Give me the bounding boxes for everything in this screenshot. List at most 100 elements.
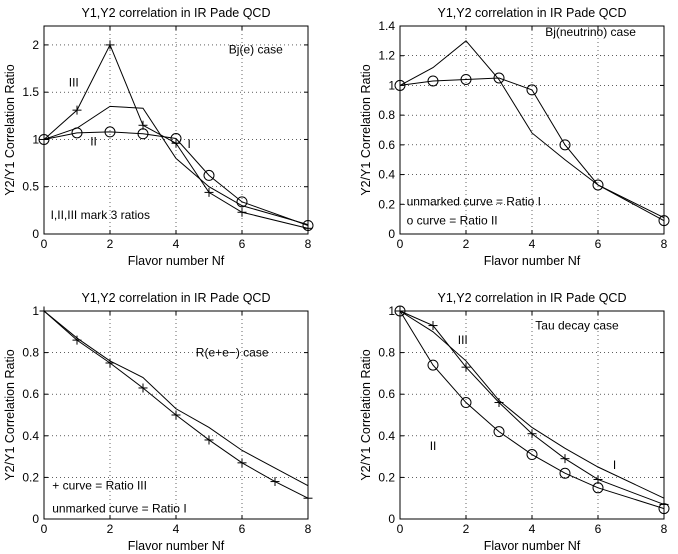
data-point-circle (203, 169, 215, 181)
annotation-label: R(e+e−) case (196, 346, 269, 360)
x-tick-label: 0 (397, 237, 404, 251)
y-tick-label: 0.5 (22, 180, 39, 194)
x-tick-label: 2 (463, 522, 470, 536)
chart-title: Y1,Y2 correlation in IR Pade QCD (82, 291, 271, 305)
series-line-ratio-ii (43, 131, 309, 226)
annotation-label: Bj(neutrino) case (545, 25, 636, 39)
data-point-circle (71, 127, 83, 139)
y-tick-label: 1.5 (22, 85, 39, 99)
series-line-ratio-i (399, 40, 665, 219)
data-point-plus (105, 40, 115, 50)
chart-title: Y1,Y2 correlation in IR Pade QCD (82, 6, 271, 20)
annotation-label: I (613, 458, 616, 472)
data-point-plus (593, 474, 603, 484)
x-tick-label: 2 (107, 522, 114, 536)
annotation-label: + curve = Ratio III (52, 479, 147, 493)
y-tick-label: 0.2 (22, 470, 39, 484)
y-tick-label: 0.4 (378, 168, 395, 182)
series-line-ratio-ii (399, 77, 665, 222)
x-tick-label: 0 (397, 522, 404, 536)
y-tick-label: 1 (32, 132, 39, 146)
data-point-plus (494, 398, 504, 408)
data-point-plus (270, 477, 280, 487)
y-tick-label: 0 (388, 227, 395, 241)
annotation-label: Bj(e) case (229, 43, 283, 57)
x-tick-label: 6 (239, 522, 246, 536)
x-tick-label: 6 (595, 522, 602, 536)
y-axis-label: Y2/Y1 Correlation Ratio (359, 64, 373, 195)
x-axis-label: Flavor number Nf (128, 254, 225, 268)
x-tick-label: 8 (305, 237, 312, 251)
series-line-ratio-ii (399, 310, 665, 510)
data-point-plus (237, 207, 247, 217)
data-point-plus (105, 358, 115, 368)
annotation-label: III (458, 333, 468, 347)
x-tick-label: 4 (173, 237, 180, 251)
y-axis-label: Y2/Y1 Correlation Ratio (359, 349, 373, 480)
x-tick-label: 2 (107, 237, 114, 251)
data-point-plus (204, 187, 214, 197)
y-tick-label: 1 (388, 78, 395, 92)
data-point-circle (427, 75, 439, 87)
x-tick-label: 8 (661, 237, 668, 251)
x-tick-label: 4 (173, 522, 180, 536)
series-line-ratio-i (43, 310, 309, 487)
x-tick-label: 0 (41, 522, 48, 536)
y-tick-label: 1 (388, 304, 395, 318)
annotation-label: III (69, 76, 79, 90)
data-point-plus (138, 120, 148, 130)
data-point-circle (592, 179, 604, 191)
x-tick-label: 2 (463, 237, 470, 251)
y-tick-label: 1.4 (378, 19, 395, 33)
chart-title: Y1,Y2 correlation in IR Pade QCD (438, 291, 627, 305)
y-tick-label: 1 (32, 304, 39, 318)
annotation-label: I,II,III mark 3 ratios (51, 208, 150, 222)
data-point-plus (171, 410, 181, 420)
x-axis-label: Flavor number Nf (128, 539, 225, 553)
y-tick-label: 0.8 (22, 346, 39, 360)
data-point-circle (559, 139, 571, 151)
x-tick-label: 0 (41, 237, 48, 251)
x-tick-label: 4 (529, 237, 536, 251)
data-point-plus (138, 383, 148, 393)
y-tick-label: 2 (32, 38, 39, 52)
annotation-label: I (188, 137, 191, 151)
plot-area-frame (43, 25, 309, 235)
data-point-circle (104, 126, 116, 138)
data-point-plus (72, 335, 82, 345)
data-point-circle (526, 84, 538, 96)
x-axis-label: Flavor number Nf (484, 254, 581, 268)
y-tick-label: 0.2 (378, 470, 395, 484)
data-point-plus (237, 458, 247, 468)
annotation-label: o curve = Ratio II (407, 214, 498, 228)
data-point-plus (171, 138, 181, 148)
y-tick-label: 0.2 (378, 197, 395, 211)
plot-area-frame (399, 25, 665, 235)
chart-panel-3: 0 2 4 6 8 0 0.2 0.4 0.6 0.8 1 R(e+e−) case + curve =… (3, 291, 313, 553)
y-tick-label: 0.6 (378, 138, 395, 152)
x-tick-label: 4 (529, 522, 536, 536)
y-tick-label: 0.4 (378, 429, 395, 443)
x-tick-label: 6 (239, 237, 246, 251)
x-axis-label: Flavor number Nf (484, 539, 581, 553)
data-point-circle (460, 73, 472, 85)
y-tick-label: 0 (32, 227, 39, 241)
y-tick-label: 1.2 (378, 49, 395, 63)
chart-title: Y1,Y2 correlation in IR Pade QCD (438, 6, 627, 20)
y-tick-label: 0 (32, 512, 39, 526)
data-point-circle (493, 72, 505, 84)
y-tick-label: 0.4 (22, 429, 39, 443)
annotation-label: Tau decay case (535, 319, 619, 333)
data-point-circle (236, 196, 248, 208)
y-tick-label: 0.6 (22, 387, 39, 401)
chart-panel-2: 0 2 4 6 8 0 0.2 0.4 0.6 0.8 1 1.2 1.4 Bj(neutrino) ca… (359, 6, 670, 268)
x-tick-label: 8 (661, 522, 668, 536)
data-point-plus (204, 435, 214, 445)
x-tick-label: 6 (595, 237, 602, 251)
annotation-label: unmarked curve = Ratio I (407, 194, 541, 208)
data-point-circle (559, 467, 571, 479)
plot-area-frame (399, 310, 665, 520)
